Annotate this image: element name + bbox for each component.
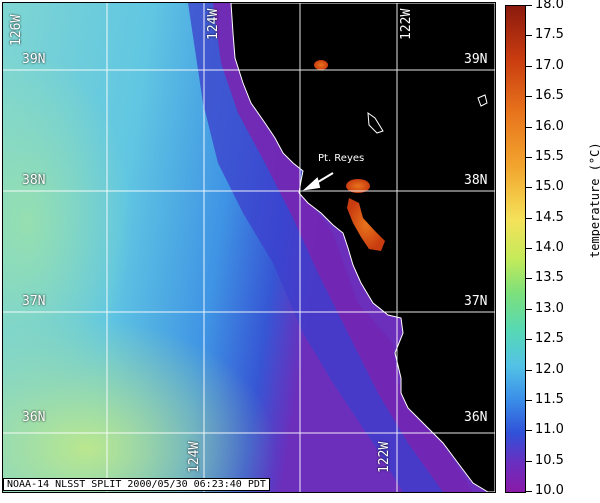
- colorbar-tick: [526, 491, 532, 492]
- colorbar-tick-label: 12.0: [535, 362, 564, 377]
- graticule: [3, 3, 495, 492]
- lat-label-38n-right: 38N: [464, 173, 488, 188]
- colorbar-tick: [526, 461, 532, 462]
- colorbar-tick: [526, 430, 532, 431]
- colorbar-tick-label: 14.0: [535, 240, 564, 255]
- lat-label-37n-right: 37N: [464, 294, 488, 309]
- sst-map-image: [3, 3, 495, 492]
- colorbar-tick-label: 11.5: [535, 392, 564, 407]
- colorbar-tick: [526, 218, 532, 219]
- colorbar-tick-label: 10.0: [535, 483, 564, 498]
- lake-outline-1: [367, 111, 384, 134]
- san-pablo-bay: [346, 179, 370, 193]
- lat-label-39n-right: 39N: [464, 52, 488, 67]
- colorbar-tick: [526, 96, 532, 97]
- colorbar-tick-label: 16.0: [535, 119, 564, 134]
- colorbar-tick-label: 10.5: [535, 453, 564, 468]
- colorbar-tick: [526, 157, 532, 158]
- clear-lake: [314, 60, 328, 70]
- colorbar-tick: [526, 309, 532, 310]
- colorbar-tick-label: 14.5: [535, 210, 564, 225]
- colorbar-tick-label: 17.0: [535, 58, 564, 73]
- colorbar-tick: [526, 370, 532, 371]
- colorbar-tick-label: 13.0: [535, 301, 564, 316]
- colorbar-tick: [526, 35, 532, 36]
- colorbar-tick: [526, 248, 532, 249]
- pt-reyes-label: Pt. Reyes: [318, 153, 365, 164]
- colorbar-tick-label: 11.0: [535, 422, 564, 437]
- colorbar-tick: [526, 339, 532, 340]
- lat-label-37n-left: 37N: [22, 294, 46, 309]
- lat-label-38n-left: 38N: [22, 173, 46, 188]
- lon-label-122w-bottom: 122W: [377, 441, 392, 473]
- lon-label-126w-top: 126W: [9, 14, 24, 46]
- colorbar-tick: [526, 5, 532, 6]
- colorbar-title: temperature (°C): [588, 142, 600, 258]
- lat-label-36n-left: 36N: [22, 410, 46, 425]
- pt-reyes-arrow: [302, 172, 334, 191]
- lon-label-124w-top: 124W: [206, 8, 221, 40]
- lat-label-36n-right: 36N: [464, 410, 488, 425]
- land: [230, 3, 495, 492]
- colorbar-tick-label: 17.5: [535, 27, 564, 42]
- colorbar-tick-label: 18.0: [535, 0, 564, 12]
- image-caption: NOAA-14 NLSST SPLIT 2000/05/30 06:23:40 …: [3, 478, 270, 491]
- lat-label-39n-left: 39N: [22, 52, 46, 67]
- san-francisco-bay: [347, 198, 385, 251]
- lon-label-122w-top: 122W: [399, 8, 414, 40]
- colorbar-tick-label: 13.5: [535, 270, 564, 285]
- colorbar-tick: [526, 400, 532, 401]
- lon-label-124w-bottom: 124W: [187, 441, 202, 473]
- colorbar-tick: [526, 278, 532, 279]
- colorbar-tick-label: 15.0: [535, 179, 564, 194]
- colorbar-tick-label: 12.5: [535, 331, 564, 346]
- colorbar-tick: [526, 127, 532, 128]
- colorbar-tick-label: 15.5: [535, 149, 564, 164]
- lake-outline-2: [477, 94, 488, 107]
- colorbar: [505, 5, 526, 493]
- colorbar-tick: [526, 66, 532, 67]
- colorbar-tick: [526, 187, 532, 188]
- colorbar-tick-label: 16.5: [535, 88, 564, 103]
- sst-map: [2, 2, 496, 493]
